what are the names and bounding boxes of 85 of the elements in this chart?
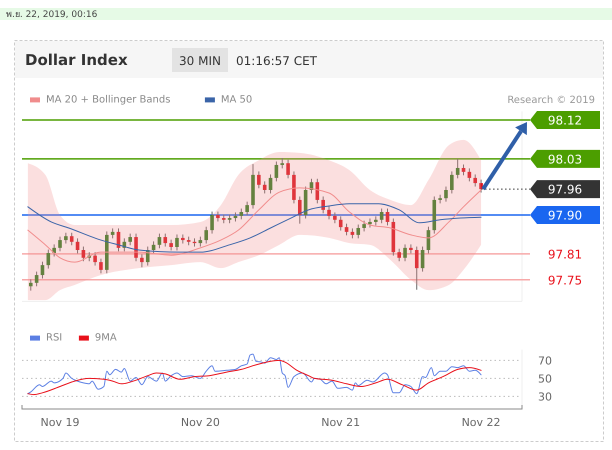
candlestick: [40, 261, 44, 280]
line-series: [27, 360, 482, 396]
candlestick: [316, 178, 320, 204]
candlestick: [140, 254, 144, 268]
candlestick: [64, 232, 68, 244]
candlestick: [93, 252, 97, 266]
candlestick: [34, 271, 38, 287]
candlestick: [257, 170, 261, 189]
text: พ.ย. 22, 2019, 00:16: [6, 10, 98, 20]
candlestick: [286, 159, 290, 179]
candlestick: [99, 258, 103, 274]
candlestick: [333, 212, 337, 224]
candlestick: [181, 234, 185, 244]
candlestick: [274, 160, 278, 182]
candlestick: [468, 168, 472, 182]
candlestick: [409, 244, 413, 254]
candlestick: [462, 164, 466, 176]
candlestick: [456, 158, 460, 179]
candlestick: [386, 208, 390, 226]
text: 01:16:57 CET: [236, 54, 318, 68]
candlestick: [356, 224, 360, 239]
y-tick-label: 98.12: [548, 114, 582, 128]
candlestick: [198, 236, 202, 248]
candlestick: [268, 174, 272, 194]
y-tick-label: 97.75: [548, 273, 582, 288]
candlestick: [116, 228, 120, 252]
candlestick: [210, 211, 214, 234]
candlestick: [327, 206, 331, 220]
candlestick: [280, 158, 284, 169]
candlestick: [450, 170, 454, 194]
y-tick-label: 97.90: [548, 208, 582, 223]
x-tick-label: Nov 21: [321, 416, 360, 429]
chart-title: Dollar Index: [25, 51, 128, 69]
y-tick-label: 98.03: [548, 152, 582, 166]
candlestick: [128, 233, 132, 246]
candlestick: [216, 211, 220, 222]
y-tick-label: 30: [538, 390, 552, 404]
legend-label: MA 50: [220, 94, 252, 106]
candlestick: [350, 228, 354, 239]
legend-label: 9MA: [94, 332, 117, 344]
text: 30 MIN: [179, 54, 221, 68]
candlestick: [82, 246, 86, 262]
candlestick: [444, 186, 448, 202]
candlestick: [152, 240, 156, 254]
candlestick: [338, 216, 343, 232]
y-tick-label: 97.96: [548, 182, 582, 197]
candlestick: [58, 236, 62, 252]
candlestick: [310, 178, 314, 194]
candlestick: [134, 233, 138, 262]
x-tick-label: Nov 22: [462, 416, 501, 429]
y-tick-label: 97.81: [548, 247, 582, 262]
candlestick: [403, 244, 407, 262]
candlestick: [374, 216, 378, 226]
candlestick: [262, 180, 266, 194]
candlestick: [46, 249, 50, 270]
candlestick: [175, 234, 179, 251]
candlestick: [344, 223, 348, 236]
candlestick: [298, 196, 302, 224]
candlestick: [158, 233, 162, 249]
candlestick: [473, 174, 478, 188]
y-tick-label: 50: [538, 372, 552, 386]
x-tick-label: Nov 19: [40, 416, 80, 429]
legend-label: RSI: [46, 332, 62, 344]
candlestick: [414, 246, 419, 290]
y-tick-label: 70: [538, 354, 552, 368]
candlestick: [234, 212, 238, 222]
legend-label: MA 20 + Bollinger Bands: [46, 94, 170, 106]
candlestick: [70, 232, 74, 246]
candlestick: [240, 208, 244, 220]
candlestick: [420, 246, 424, 272]
candlestick: [426, 226, 430, 254]
candlestick: [204, 226, 208, 244]
line-series: [27, 354, 482, 394]
candlestick: [368, 218, 372, 228]
x-tick-label: Nov 20: [180, 416, 220, 429]
candlestick: [397, 248, 401, 262]
candlestick: [76, 238, 80, 254]
candlestick: [245, 201, 249, 216]
candlestick: [169, 239, 173, 251]
candlestick: [163, 233, 168, 248]
candlestick: [380, 208, 384, 224]
candlestick: [110, 228, 114, 239]
candlestick: [362, 220, 366, 232]
text: Research © 2019: [507, 95, 595, 106]
candlestick: [28, 278, 33, 292]
